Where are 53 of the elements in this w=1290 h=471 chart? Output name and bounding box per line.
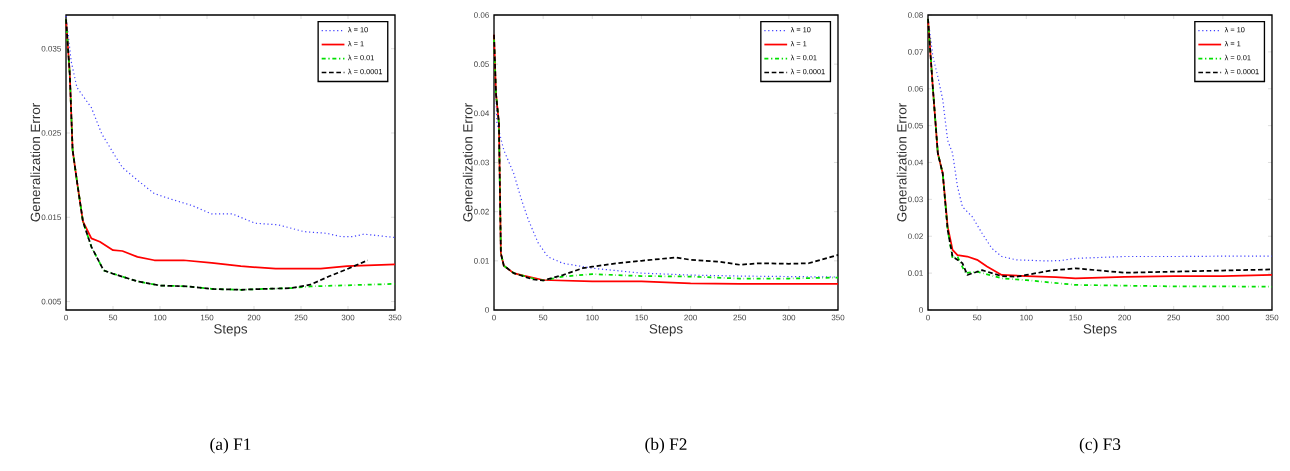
x-tick-label: 150 bbox=[635, 314, 648, 321]
x-tick-label: 200 bbox=[247, 314, 261, 321]
y-tick-label: 0.025 bbox=[41, 130, 61, 136]
x-tick-label: 200 bbox=[684, 314, 697, 321]
x-tick-label: 200 bbox=[1118, 314, 1131, 321]
y-axis-title: Generalization Error bbox=[896, 103, 907, 222]
y-axis-title: Generalization Error bbox=[462, 103, 473, 222]
x-tick-label: 100 bbox=[153, 314, 167, 321]
y-tick-label: 0.035 bbox=[41, 45, 61, 52]
x-tick-label: 350 bbox=[388, 314, 402, 321]
x-tick-label: 250 bbox=[733, 314, 747, 321]
x-tick-label: 350 bbox=[1265, 314, 1279, 321]
y-tick-label: 0.01 bbox=[908, 270, 923, 276]
y-tick-label: 0.03 bbox=[908, 196, 923, 203]
y-tick-label: 0.02 bbox=[908, 233, 923, 240]
x-tick-label: 100 bbox=[1020, 314, 1033, 321]
y-tick-label: 0.06 bbox=[908, 85, 923, 92]
y-tick-label: 0.02 bbox=[474, 208, 489, 215]
y-tick-label: 0 bbox=[485, 307, 489, 313]
x-tick-label: 100 bbox=[586, 314, 599, 321]
y-tick-label: 0.01 bbox=[474, 258, 489, 264]
x-tick-label: 300 bbox=[782, 314, 796, 321]
x-tick-label: 300 bbox=[1216, 314, 1230, 321]
x-axis-title: Steps bbox=[1083, 324, 1117, 337]
x-tick-label: 300 bbox=[341, 314, 355, 321]
x-tick-label: 50 bbox=[539, 314, 548, 321]
x-tick-label: 0 bbox=[492, 314, 496, 321]
y-tick-label: 0.03 bbox=[474, 159, 489, 166]
y-tick-label: 0.05 bbox=[908, 122, 923, 129]
y-tick-label: 0.07 bbox=[908, 49, 923, 55]
y-tick-label: 0.08 bbox=[908, 12, 923, 18]
y-tick-label: 0.005 bbox=[41, 298, 61, 305]
x-tick-label: 350 bbox=[831, 314, 845, 321]
y-tick-label: 0.04 bbox=[474, 110, 490, 117]
y-tick-label: 0 bbox=[919, 307, 923, 313]
x-tick-label: 0 bbox=[64, 314, 68, 321]
x-tick-label: 250 bbox=[1167, 314, 1181, 321]
x-tick-label: 250 bbox=[294, 314, 308, 321]
y-axis-title: Generalization Error bbox=[30, 103, 41, 222]
y-tick-label: 0.05 bbox=[474, 61, 489, 67]
x-tick-label: 50 bbox=[108, 314, 118, 321]
text: (b) F2 bbox=[645, 437, 687, 454]
y-tick-label: 0.04 bbox=[908, 159, 924, 166]
y-tick-label: 0.06 bbox=[474, 12, 489, 18]
x-tick-label: 150 bbox=[200, 314, 214, 321]
text: (a) F1 bbox=[210, 437, 251, 454]
text: (c) F3 bbox=[1079, 437, 1121, 454]
x-axis-title: Steps bbox=[649, 324, 683, 337]
x-axis-title: Steps bbox=[214, 324, 248, 337]
x-tick-label: 150 bbox=[1069, 314, 1082, 321]
x-tick-label: 0 bbox=[926, 314, 930, 321]
y-tick-label: 0.015 bbox=[41, 214, 61, 221]
x-tick-label: 50 bbox=[973, 314, 982, 321]
